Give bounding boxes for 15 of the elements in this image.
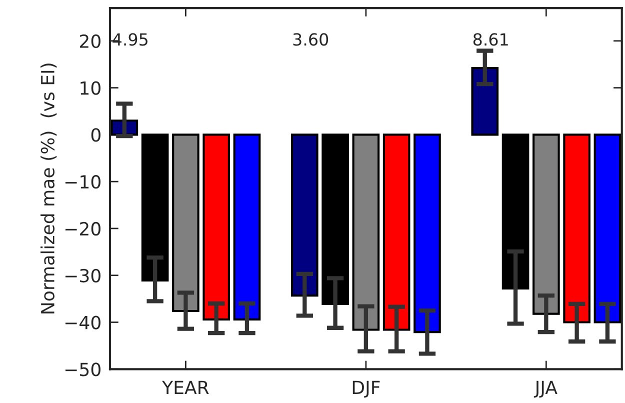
y-tick-label: −20 bbox=[65, 222, 100, 236]
y-tick-label: 0 bbox=[91, 128, 100, 142]
x-tick-label: DJF bbox=[352, 380, 380, 398]
y-tick-label: −10 bbox=[65, 175, 100, 189]
x-tick-label: JJA bbox=[534, 380, 558, 398]
y-axis-title: Normalized mae (%) (vs EI) bbox=[40, 64, 57, 314]
annotation: 8.61 bbox=[473, 33, 508, 46]
y-tick-label: 20 bbox=[80, 34, 100, 48]
y-tick-label: −50 bbox=[65, 362, 100, 376]
x-tick-label: YEAR bbox=[162, 380, 209, 394]
y-tick-label: 10 bbox=[80, 81, 100, 95]
annotation: 3.60 bbox=[293, 33, 328, 46]
y-tick-label: −30 bbox=[65, 268, 100, 282]
y-tick-label: −40 bbox=[65, 316, 100, 330]
annotation: 4.95 bbox=[112, 33, 148, 46]
